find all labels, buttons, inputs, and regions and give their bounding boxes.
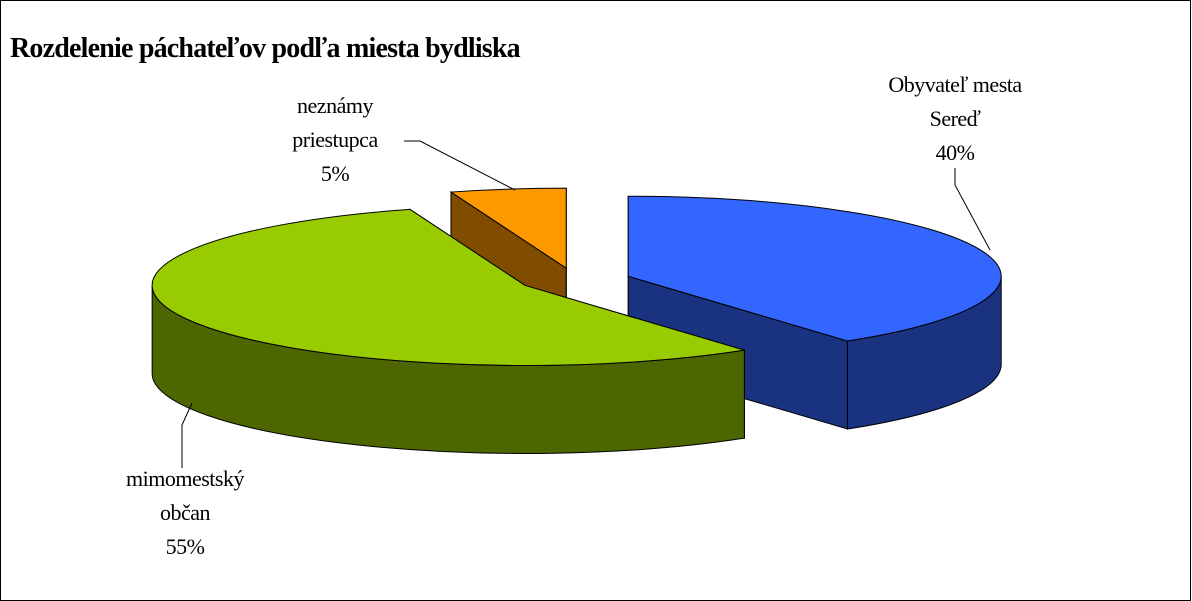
pie-slice (151, 208, 745, 366)
leader-line (954, 168, 991, 251)
category-label: mimomestský občan (126, 466, 244, 525)
pie-slice (449, 187, 567, 270)
value-label: 40% (935, 140, 975, 165)
slice-label: mimomestský občan 55% (85, 462, 285, 564)
value-label: 5% (320, 161, 350, 186)
category-label: neznámy priestupca (292, 93, 378, 152)
leader-line (181, 402, 193, 468)
pie (151, 187, 1002, 454)
pie-slice (627, 195, 1002, 342)
value-label: 55% (165, 534, 205, 559)
chart-title: Rozdelenie páchateľov podľa miesta bydli… (10, 33, 521, 64)
leader-line (404, 140, 516, 191)
category-label: Obyvateľ mesta Sereď (888, 72, 1022, 131)
slice-label: neznámy priestupca 5% (240, 89, 430, 191)
slice-label: Obyvateľ mesta Sereď 40% (845, 68, 1065, 170)
